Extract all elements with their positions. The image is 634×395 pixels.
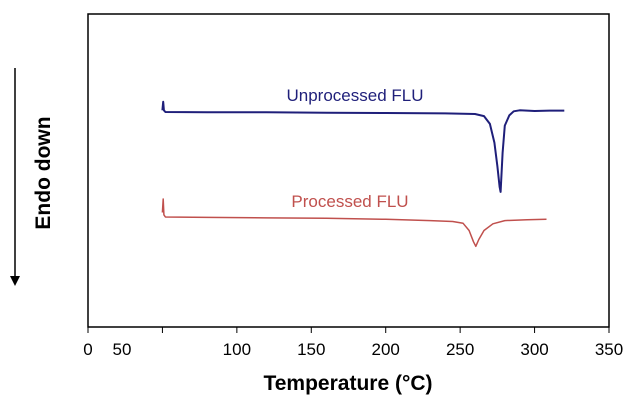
x-axis-title: Temperature (°C) <box>263 372 432 395</box>
x-tick-label: 350 <box>595 340 623 359</box>
x-tick-label: 200 <box>372 340 400 359</box>
x-tick-label: 300 <box>520 340 548 359</box>
series-lines <box>161 100 565 248</box>
y-axis-title: Endo down <box>32 116 55 229</box>
series-line-processed-flu <box>161 198 547 248</box>
plot-area-frame <box>87 13 610 328</box>
x-tick-label: 250 <box>446 340 474 359</box>
x-tick-label: 0 <box>83 340 92 359</box>
series-label-unprocessed: Unprocessed FLU <box>286 86 423 105</box>
series-label-processed: Processed FLU <box>291 192 408 211</box>
series-line-unprocessed-flu <box>161 100 565 193</box>
y-axis-title-group: Endo down <box>10 68 55 286</box>
x-tick-label: 150 <box>297 340 325 359</box>
x-axis-ticks: 0 50 100 150 200 250 300 350 <box>83 327 623 359</box>
endo-down-arrow-head-icon <box>10 276 20 286</box>
x-tick-label: 100 <box>223 340 251 359</box>
x-tick-label: 50 <box>113 340 132 359</box>
